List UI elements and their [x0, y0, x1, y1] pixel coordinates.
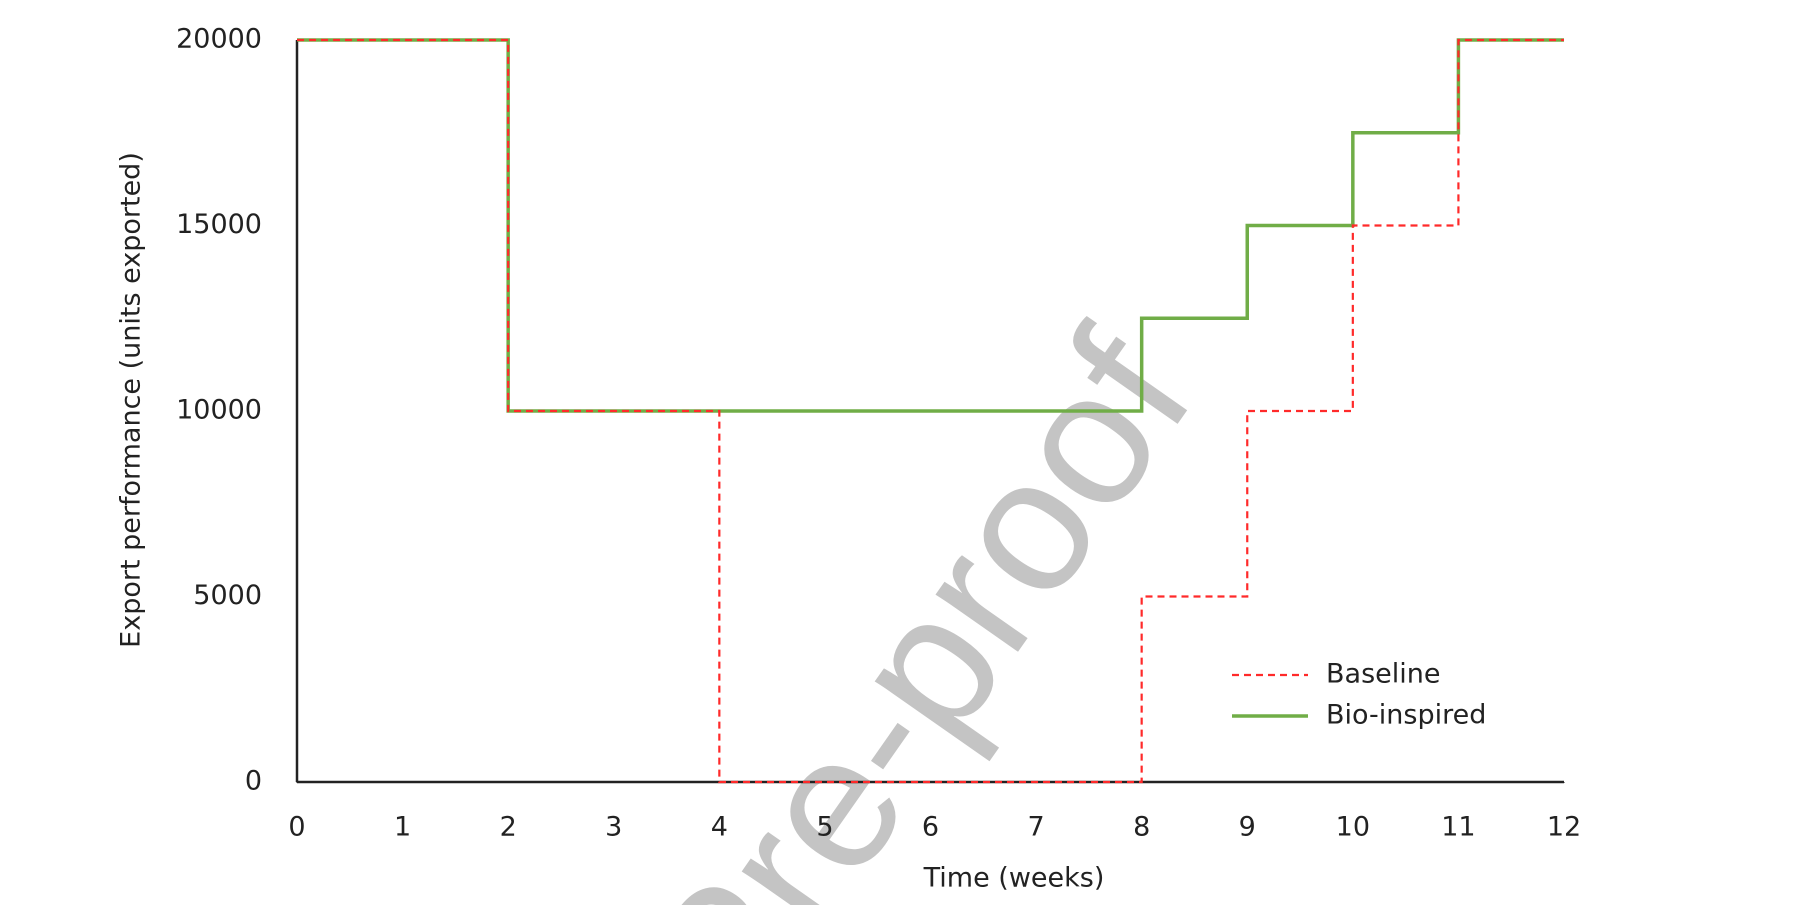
- y-tick-label: 0: [245, 766, 262, 797]
- x-tick-label: 10: [1336, 812, 1370, 843]
- y-tick-label: 15000: [176, 209, 262, 240]
- x-tick-label: 6: [922, 812, 939, 843]
- series-line: [297, 38, 1564, 784]
- x-tick-label: 9: [1239, 812, 1256, 843]
- x-axis-title: Time (weeks): [923, 863, 1105, 894]
- y-tick-label: 10000: [176, 395, 262, 426]
- x-tick-label: 5: [816, 812, 833, 843]
- x-tick-label: 11: [1441, 812, 1475, 843]
- x-tick-label: 3: [605, 812, 622, 843]
- x-tick-label: 1: [394, 812, 411, 843]
- y-axis-title: Export performance (units exported): [116, 152, 147, 648]
- x-tick-label: 0: [288, 812, 305, 843]
- y-tick-label: 5000: [193, 580, 262, 611]
- x-tick-label: 4: [711, 812, 728, 843]
- x-tick-label: 2: [500, 812, 517, 843]
- x-tick-label: 8: [1133, 812, 1150, 843]
- y-tick-label: 20000: [176, 24, 262, 55]
- legend-label: Bio-inspired: [1326, 700, 1486, 731]
- series-line: [297, 38, 1564, 413]
- x-tick-label: 12: [1547, 812, 1581, 843]
- x-tick-label: 7: [1027, 812, 1044, 843]
- legend-label: Baseline: [1326, 659, 1440, 690]
